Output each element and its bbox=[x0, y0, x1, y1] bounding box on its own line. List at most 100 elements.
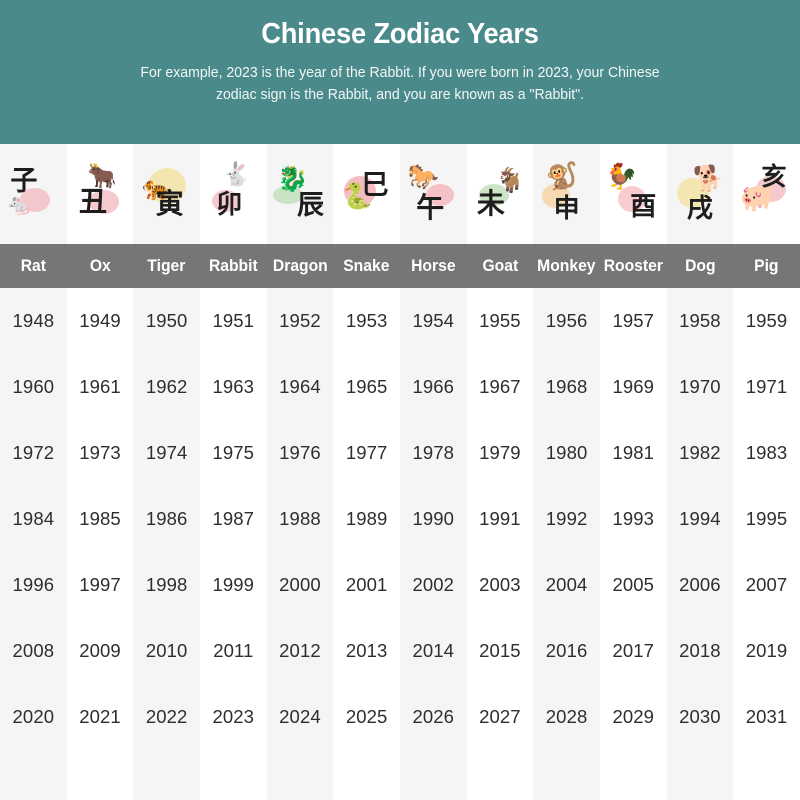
zodiac-year-cell[interactable]: 2006 bbox=[679, 574, 721, 595]
zodiac-year-cell[interactable]: 2017 bbox=[612, 640, 655, 661]
zodiac-year-cell[interactable]: 1972 bbox=[12, 442, 55, 463]
zodiac-name-header[interactable]: Monkey bbox=[537, 256, 596, 275]
zodiac-year-cell[interactable]: 2025 bbox=[345, 706, 388, 727]
zodiac-year-cell[interactable]: 2023 bbox=[212, 706, 255, 727]
zodiac-year-cell[interactable]: 1997 bbox=[79, 574, 121, 595]
zodiac-year-cell[interactable]: 2008 bbox=[12, 640, 55, 661]
zodiac-year-cell[interactable]: 1959 bbox=[745, 310, 788, 331]
zodiac-year-cell[interactable]: 1948 bbox=[12, 310, 55, 331]
zodiac-year-cell[interactable]: 1969 bbox=[612, 376, 655, 397]
zodiac-name-header[interactable]: Ox bbox=[89, 256, 111, 275]
zodiac-year-cell[interactable]: 1951 bbox=[212, 310, 255, 331]
zodiac-year-cell[interactable]: 1973 bbox=[79, 442, 121, 463]
zodiac-year-cell[interactable]: 1998 bbox=[145, 574, 188, 595]
zodiac-year-cell[interactable]: 1985 bbox=[79, 508, 121, 529]
zodiac-year-cell[interactable]: 1976 bbox=[279, 442, 321, 463]
zodiac-year-cell[interactable]: 1999 bbox=[212, 574, 255, 595]
zodiac-year-cell[interactable]: 1992 bbox=[545, 508, 588, 529]
zodiac-year-cell[interactable]: 1993 bbox=[612, 508, 655, 529]
zodiac-name-header[interactable]: Goat bbox=[482, 256, 518, 275]
zodiac-year-cell[interactable]: 1989 bbox=[345, 508, 388, 529]
zodiac-year-cell[interactable]: 1964 bbox=[279, 376, 321, 397]
zodiac-name-header[interactable]: Dog bbox=[684, 256, 716, 275]
zodiac-year-cell[interactable]: 1958 bbox=[679, 310, 721, 331]
zodiac-year-cell[interactable]: 1984 bbox=[12, 508, 55, 529]
ink-splash bbox=[343, 176, 376, 206]
zodiac-year-cell[interactable]: 1954 bbox=[412, 310, 455, 331]
zodiac-year-cell[interactable]: 2013 bbox=[345, 640, 388, 661]
zodiac-name-header[interactable]: Snake bbox=[343, 256, 390, 275]
zodiac-year-cell[interactable]: 2030 bbox=[679, 706, 721, 727]
zodiac-year-cell[interactable]: 1991 bbox=[479, 508, 521, 529]
zodiac-year-cell[interactable]: 2028 bbox=[545, 706, 588, 727]
zodiac-year-cell[interactable]: 1979 bbox=[479, 442, 521, 463]
zodiac-year-cell[interactable]: 2009 bbox=[79, 640, 121, 661]
zodiac-year-cell[interactable]: 1960 bbox=[12, 376, 55, 397]
zodiac-name-header[interactable]: Pig bbox=[754, 256, 779, 275]
zodiac-year-cell[interactable]: 2000 bbox=[279, 574, 321, 595]
zodiac-year-cell[interactable]: 2026 bbox=[412, 706, 455, 727]
zodiac-year-cell[interactable]: 1987 bbox=[212, 508, 255, 529]
zodiac-name-header[interactable]: Dragon bbox=[272, 256, 328, 275]
zodiac-year-cell[interactable]: 1966 bbox=[412, 376, 455, 397]
zodiac-year-cell[interactable]: 2004 bbox=[545, 574, 588, 595]
zodiac-chinese-character: 巳 bbox=[361, 170, 389, 201]
zodiac-year-cell[interactable]: 1988 bbox=[279, 508, 321, 529]
zodiac-year-cell[interactable]: 1975 bbox=[212, 442, 255, 463]
zodiac-year-cell[interactable]: 2029 bbox=[612, 706, 655, 727]
zodiac-year-cell[interactable]: 1994 bbox=[679, 508, 721, 529]
zodiac-year-cell[interactable]: 1978 bbox=[412, 442, 455, 463]
zodiac-name-header[interactable]: Tiger bbox=[147, 256, 186, 275]
zodiac-year-cell[interactable]: 2005 bbox=[612, 574, 655, 595]
zodiac-year-cell[interactable]: 1950 bbox=[145, 310, 188, 331]
zodiac-year-cell[interactable]: 1967 bbox=[479, 376, 521, 397]
zodiac-year-cell[interactable]: 1956 bbox=[545, 310, 588, 331]
zodiac-year-cell[interactable]: 2011 bbox=[213, 640, 254, 661]
zodiac-year-cell[interactable]: 1982 bbox=[679, 442, 721, 463]
zodiac-year-cell[interactable]: 2002 bbox=[412, 574, 455, 595]
zodiac-year-cell[interactable]: 2014 bbox=[412, 640, 455, 661]
zodiac-year-cell[interactable]: 2001 bbox=[345, 574, 388, 595]
zodiac-year-cell[interactable]: 1965 bbox=[345, 376, 388, 397]
zodiac-year-cell[interactable]: 1955 bbox=[479, 310, 521, 331]
zodiac-year-cell[interactable]: 1953 bbox=[345, 310, 388, 331]
zodiac-name-header[interactable]: Rabbit bbox=[208, 256, 258, 275]
zodiac-year-cell[interactable]: 1952 bbox=[279, 310, 321, 331]
zodiac-year-cell[interactable]: 2010 bbox=[145, 640, 188, 661]
zodiac-year-cell[interactable]: 1986 bbox=[145, 508, 188, 529]
zodiac-year-cell[interactable]: 2016 bbox=[545, 640, 588, 661]
zodiac-year-cell[interactable]: 1968 bbox=[545, 376, 588, 397]
zodiac-year-cell[interactable]: 2007 bbox=[745, 574, 788, 595]
zodiac-name-header[interactable]: Rat bbox=[20, 256, 46, 275]
zodiac-year-cell[interactable]: 1983 bbox=[745, 442, 788, 463]
zodiac-year-cell[interactable]: 2003 bbox=[479, 574, 521, 595]
zodiac-year-cell[interactable]: 2020 bbox=[12, 706, 55, 727]
zodiac-year-cell[interactable]: 1996 bbox=[12, 574, 55, 595]
zodiac-year-cell[interactable]: 2018 bbox=[679, 640, 721, 661]
zodiac-year-cell[interactable]: 1962 bbox=[145, 376, 188, 397]
zodiac-year-cell[interactable]: 2019 bbox=[745, 640, 788, 661]
zodiac-name-header[interactable]: Rooster bbox=[603, 256, 663, 275]
zodiac-year-cell[interactable]: 1974 bbox=[145, 442, 188, 463]
zodiac-year-cell[interactable]: 1977 bbox=[345, 442, 388, 463]
zodiac-year-cell[interactable]: 2022 bbox=[145, 706, 188, 727]
zodiac-name-header[interactable]: Horse bbox=[411, 256, 456, 275]
zodiac-year-cell[interactable]: 2024 bbox=[279, 706, 321, 727]
zodiac-year-cell[interactable]: 1980 bbox=[545, 442, 588, 463]
zodiac-year-cell[interactable]: 2015 bbox=[479, 640, 521, 661]
zodiac-year-cell[interactable]: 1990 bbox=[412, 508, 455, 529]
zodiac-brush-art: 🐂 丑 bbox=[71, 161, 129, 226]
zodiac-year-cell[interactable]: 1970 bbox=[679, 376, 721, 397]
zodiac-year-cell[interactable]: 1971 bbox=[745, 376, 788, 397]
zodiac-year-cell[interactable]: 1995 bbox=[745, 508, 788, 529]
zodiac-year-cell[interactable]: 2021 bbox=[79, 706, 121, 727]
zodiac-year-cell[interactable]: 1949 bbox=[79, 310, 121, 331]
zodiac-year-cell[interactable]: 2031 bbox=[745, 706, 788, 727]
zodiac-year-cell[interactable]: 2027 bbox=[479, 706, 521, 727]
zodiac-year-cell[interactable]: 2012 bbox=[279, 640, 321, 661]
zodiac-year-cell[interactable]: 1961 bbox=[79, 376, 121, 397]
zodiac-dragon-icon: 🐉 辰 bbox=[267, 144, 334, 244]
zodiac-year-cell[interactable]: 1957 bbox=[612, 310, 655, 331]
zodiac-year-cell[interactable]: 1963 bbox=[212, 376, 255, 397]
zodiac-year-cell[interactable]: 1981 bbox=[612, 442, 655, 463]
